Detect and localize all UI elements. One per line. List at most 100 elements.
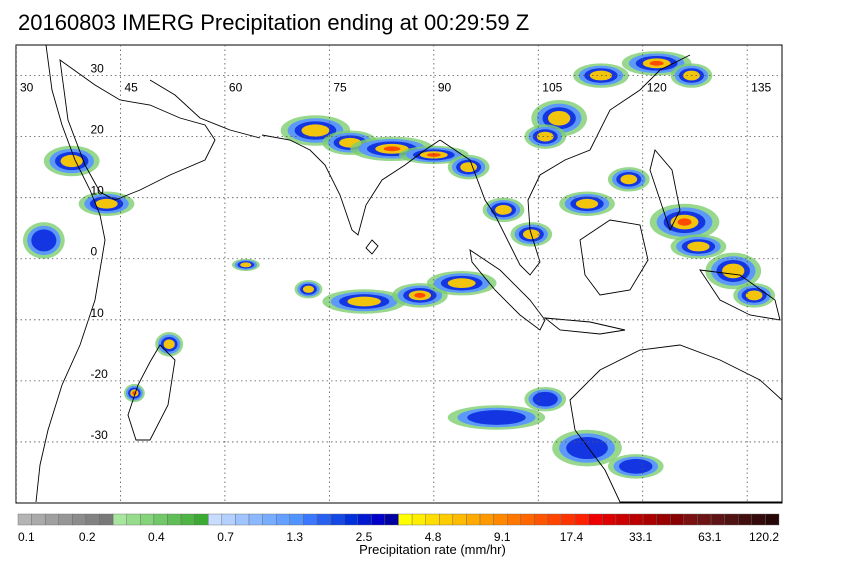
precip-cell [322,289,406,314]
colorbar-swatch [547,513,562,526]
precip-level-4 [677,218,692,226]
colorbar-swatch [180,513,195,526]
colorbar-swatch [221,513,236,526]
colorbar-swatch [357,513,372,526]
latitude-label: 0 [90,245,97,259]
coastline-india [261,134,441,236]
longitude-label: 30 [20,81,34,95]
colorbar-swatch [126,513,141,526]
colorbar-tick-label: 1.3 [286,530,303,544]
precip-cell [155,332,184,357]
colorbar-tick-label: 0.2 [79,530,96,544]
colorbar-swatch [411,513,426,526]
colorbar-swatch [765,513,780,526]
coastline-southeast-asia [439,54,691,276]
precip-cell [426,270,497,296]
colorbar-swatch [44,513,59,526]
colorbar-swatch [439,513,454,526]
precip-level-3 [687,241,710,252]
precip-level-3 [460,162,477,173]
colorbar-swatch [602,513,617,526]
colorbar-swatch [724,513,739,526]
coastline-sumatra [469,249,546,331]
precip-cell [573,63,629,88]
precip-level-4 [649,60,664,66]
precip-cell [607,454,664,479]
precip-level-3 [589,70,613,81]
map-frame [15,44,783,504]
colorbar-swatch [85,513,100,526]
colorbar-tick-labels: 0.1 0.2 0.4 0.7 1.3 2.5 4.8 9.1 17.4 33.1 63.1 120.… [18,530,779,544]
colorbar-swatch [167,513,182,526]
colorbar-swatch [99,513,114,526]
colorbar-swatch [140,513,155,526]
colorbar-label: Precipitation rate (mm/hr) [359,542,506,557]
longitude-label: 135 [751,81,771,95]
precip-cell [524,124,567,149]
colorbar-tick-label: 120.2 [749,530,779,544]
colorbar-swatch [466,513,481,526]
colorbar-swatch [17,513,32,526]
longitude-label: 60 [229,81,243,95]
colorbar-swatch [642,513,657,526]
longitude-label: 90 [438,81,452,95]
colorbar-swatch [479,513,494,526]
precip-cell [482,197,525,223]
precip-cell [447,405,546,430]
colorbar-swatch [289,513,304,526]
longitude-label: 45 [124,81,138,95]
precip-cell [123,383,145,403]
precip-level-3 [745,290,763,301]
colorbar-swatch [371,513,386,526]
colorbar-swatch [112,513,127,526]
colorbar-tick-label: 0.1 [18,530,35,544]
precip-level-3 [240,262,252,268]
colorbar-swatch [262,513,277,526]
precip-cell [447,154,490,180]
precip-level-2 [532,391,558,407]
graticule [16,45,782,503]
colorbar-swatch [398,513,413,526]
precip-level-4 [383,146,401,152]
colorbar-swatch [330,513,345,526]
precip-cell [559,191,615,216]
colorbar-swatch [425,513,440,526]
precip-cell [670,234,727,259]
colorbar-swatch [316,513,331,526]
precip-level-3 [302,285,315,293]
precip-cell [607,167,650,192]
latitude-label: -30 [90,428,108,442]
precip-level-3 [620,174,638,185]
colorbar-swatch [710,513,725,526]
colorbar-swatch [452,513,467,526]
colorbar-swatch [615,513,630,526]
precip-level-2 [467,410,526,425]
coastline-persian-gulf [149,79,261,139]
colorbar-swatch [751,513,766,526]
precip-cell [231,258,260,271]
colorbar-swatch [275,513,290,526]
map-title: 20160803 IMERG Precipitation ending at 0… [18,10,530,35]
colorbar-swatch [31,513,46,526]
precip-level-2 [566,437,608,460]
longitude-label: 105 [542,81,562,95]
colorbar-swatch [384,513,399,526]
colorbar-swatch [534,513,549,526]
latitude-label: -20 [90,367,108,381]
latitude-label: 10 [90,184,104,198]
colorbar [17,513,780,526]
precip-cell [649,203,720,241]
precip-level-3 [301,124,330,137]
colorbar-swatch [58,513,73,526]
colorbar-tick-label: 17.4 [560,530,584,544]
precip-level-4 [414,292,426,298]
colorbar-swatch [697,513,712,526]
longitude-label: 120 [647,81,667,95]
precip-level-2 [619,459,653,474]
colorbar-tick-label: 4.8 [425,530,442,544]
precip-level-3 [575,198,599,209]
precipitation-layer [22,51,776,479]
colorbar-tick-label: 33.1 [629,530,653,544]
colorbar-swatch [629,513,644,526]
